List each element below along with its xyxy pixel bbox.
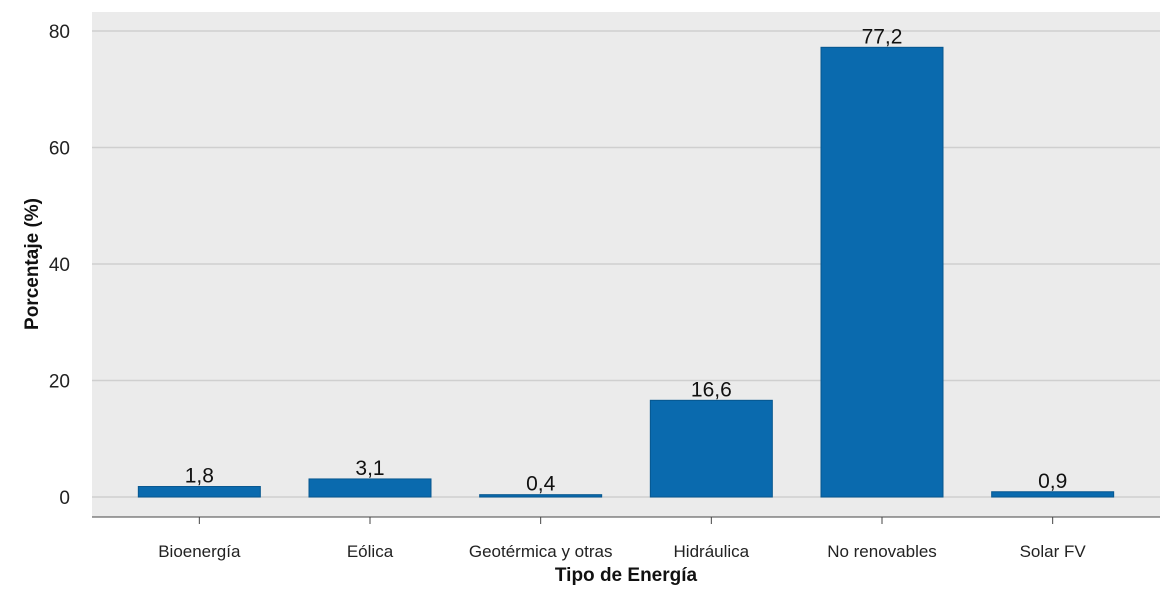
y-tick-label-80: 80 [49, 22, 70, 43]
x-tick-label-0: Bioenergía [158, 542, 241, 561]
y-tick-label-0: 0 [59, 488, 70, 509]
data-label-4: 77,2 [862, 25, 903, 48]
bar-5 [991, 491, 1115, 498]
x-axis-title: Tipo de Energía [555, 565, 698, 586]
x-tick-label-1: Eólica [347, 542, 394, 561]
y-axis-title: Porcentaje (%) [22, 198, 43, 330]
bars [137, 46, 1115, 498]
x-axis-ticks: Bioenergía Eólica Geotérmica y otras Hidráu… [158, 517, 1086, 561]
bar-0 [137, 486, 261, 498]
bar-1 [308, 478, 432, 498]
bar-3 [649, 399, 773, 498]
bar-4 [820, 46, 944, 498]
data-label-2: 0,4 [526, 473, 556, 496]
data-label-1: 3,1 [355, 457, 384, 480]
data-labels: 1,8 3,1 0,4 16,6 77,2 0,9 [185, 25, 1068, 495]
y-tick-label-20: 20 [49, 372, 70, 393]
data-label-5: 0,9 [1038, 470, 1067, 493]
y-axis-ticks: 0 20 40 60 80 [49, 22, 70, 509]
x-tick-label-2: Geotérmica y otras [469, 542, 613, 561]
x-tick-label-4: No renovables [827, 542, 937, 561]
x-tick-label-3: Hidráulica [674, 542, 750, 561]
y-tick-label-60: 60 [49, 139, 70, 160]
x-tick-label-5: Solar FV [1020, 542, 1087, 561]
data-label-3: 16,6 [691, 378, 732, 401]
y-tick-label-40: 40 [49, 255, 70, 276]
gridlines [92, 30, 1160, 498]
data-label-0: 1,8 [185, 465, 214, 488]
bar-2 [479, 494, 603, 498]
